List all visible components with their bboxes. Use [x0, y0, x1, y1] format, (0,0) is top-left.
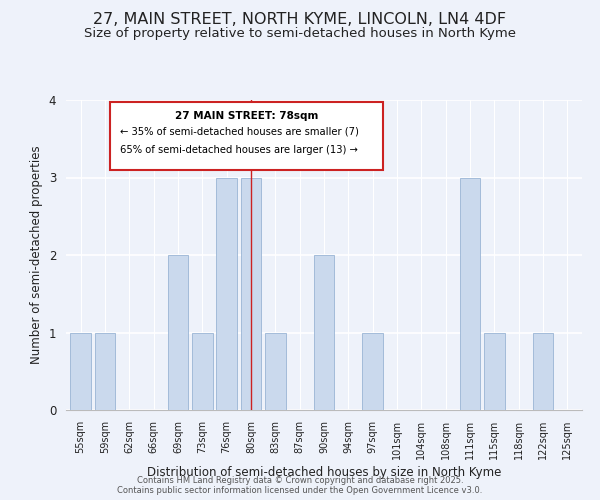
Bar [241, 178, 262, 410]
Bar [362, 332, 383, 410]
FancyBboxPatch shape [110, 102, 383, 170]
X-axis label: Distribution of semi-detached houses by size in North Kyme: Distribution of semi-detached houses by … [147, 466, 501, 479]
Text: Contains HM Land Registry data © Crown copyright and database right 2025.: Contains HM Land Registry data © Crown c… [137, 476, 463, 485]
Text: ← 35% of semi-detached houses are smaller (7): ← 35% of semi-detached houses are smalle… [120, 126, 359, 136]
Bar [533, 332, 553, 410]
Bar [167, 255, 188, 410]
Bar [484, 332, 505, 410]
Bar [460, 178, 481, 410]
Bar [216, 178, 237, 410]
Bar [192, 332, 212, 410]
Bar [314, 255, 334, 410]
Text: Contains public sector information licensed under the Open Government Licence v3: Contains public sector information licen… [118, 486, 482, 495]
Y-axis label: Number of semi-detached properties: Number of semi-detached properties [30, 146, 43, 364]
Text: 27 MAIN STREET: 78sqm: 27 MAIN STREET: 78sqm [175, 111, 318, 121]
Bar [95, 332, 115, 410]
Text: 65% of semi-detached houses are larger (13) →: 65% of semi-detached houses are larger (… [120, 145, 358, 155]
Text: Size of property relative to semi-detached houses in North Kyme: Size of property relative to semi-detach… [84, 28, 516, 40]
Bar [265, 332, 286, 410]
Bar [70, 332, 91, 410]
Text: 27, MAIN STREET, NORTH KYME, LINCOLN, LN4 4DF: 27, MAIN STREET, NORTH KYME, LINCOLN, LN… [94, 12, 506, 28]
